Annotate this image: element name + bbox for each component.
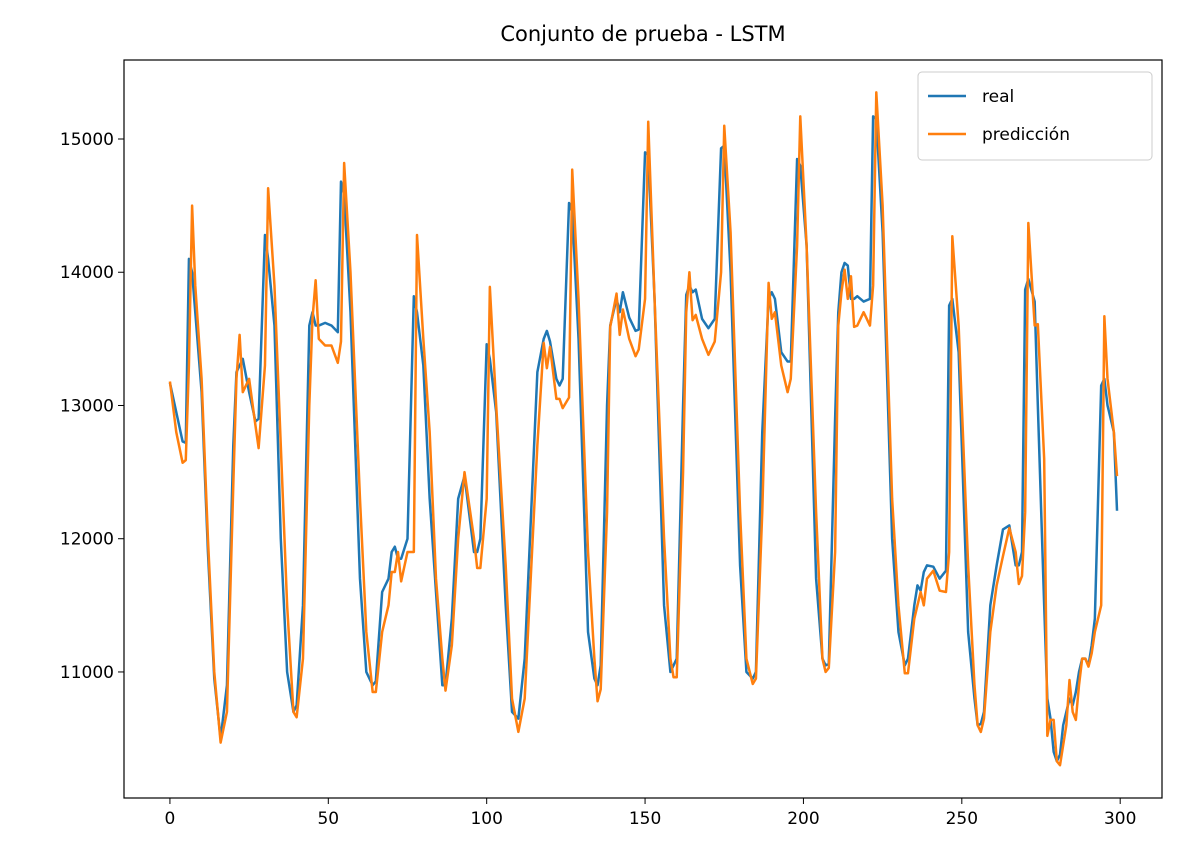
- y-tick-label: 11000: [60, 663, 114, 683]
- series-line: [168, 91, 1119, 767]
- x-tick-label: 250: [946, 809, 978, 829]
- legend-label: predicción: [982, 125, 1070, 145]
- legend-box: [917, 71, 1153, 161]
- x-tick-label: 300: [1104, 809, 1136, 829]
- chart-title: Conjunto de prueba - LSTM: [500, 22, 785, 46]
- y-tick-label: 13000: [60, 396, 114, 416]
- plot-frame: [123, 59, 1163, 799]
- x-tick-label: 50: [317, 809, 339, 829]
- series-line: [168, 115, 1119, 763]
- x-tick-label: 0: [165, 809, 176, 829]
- x-tick-label: 100: [470, 809, 502, 829]
- y-tick-label: 12000: [60, 530, 114, 550]
- x-tick-label: 200: [787, 809, 819, 829]
- y-tick-label: 15000: [60, 130, 114, 150]
- y-tick-label: 14000: [60, 263, 114, 283]
- legend-label: real: [982, 87, 1014, 107]
- x-tick-label: 150: [629, 809, 661, 829]
